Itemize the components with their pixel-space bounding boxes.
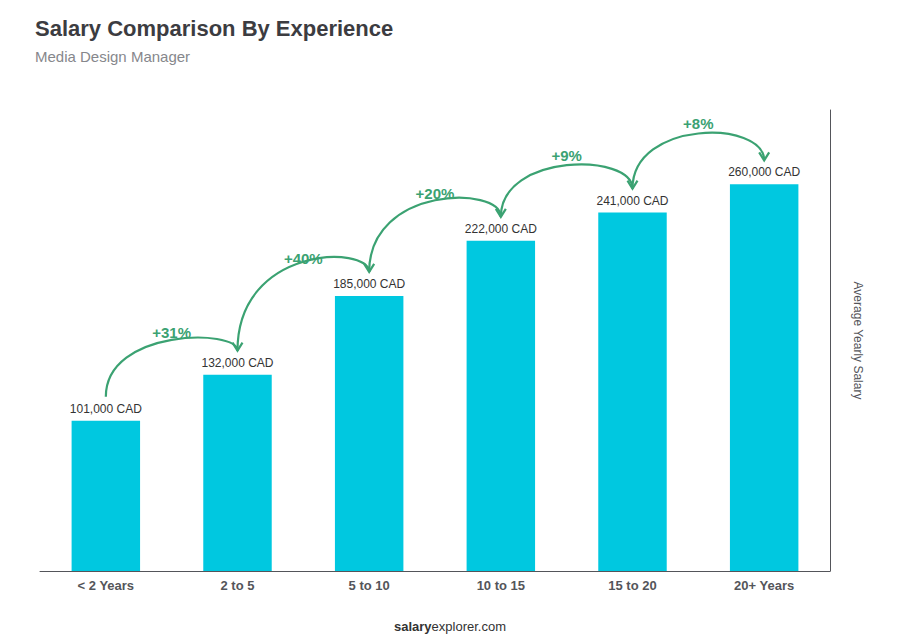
- svg-text:222,000 CAD: 222,000 CAD: [465, 222, 537, 236]
- svg-text:Media Design Manager: Media Design Manager: [35, 48, 190, 65]
- svg-text:+31%: +31%: [152, 324, 191, 341]
- svg-text:241,000 CAD: 241,000 CAD: [596, 194, 668, 208]
- svg-text:Average Yearly Salary: Average Yearly Salary: [851, 282, 865, 400]
- svg-text:+8%: +8%: [683, 115, 713, 132]
- svg-text:15 to 20: 15 to 20: [608, 578, 656, 593]
- svg-text:explorer.com: explorer.com: [432, 619, 506, 634]
- svg-text:2 to 5: 2 to 5: [221, 578, 255, 593]
- svg-text:salary: salary: [394, 619, 432, 634]
- svg-text:101,000 CAD: 101,000 CAD: [70, 402, 142, 416]
- svg-text:+9%: +9%: [551, 147, 581, 164]
- svg-text:185,000 CAD: 185,000 CAD: [333, 277, 405, 291]
- svg-text:+40%: +40%: [284, 250, 323, 267]
- svg-text:< 2 Years: < 2 Years: [78, 578, 135, 593]
- svg-text:20+ Years: 20+ Years: [734, 578, 794, 593]
- svg-text:132,000 CAD: 132,000 CAD: [201, 356, 273, 370]
- svg-text:260,000 CAD: 260,000 CAD: [728, 165, 800, 179]
- svg-text:Salary Comparison By Experienc: Salary Comparison By Experience: [35, 16, 393, 41]
- svg-text:10 to 15: 10 to 15: [477, 578, 525, 593]
- svg-text:5 to 10: 5 to 10: [349, 578, 390, 593]
- svg-text:+20%: +20%: [416, 185, 455, 202]
